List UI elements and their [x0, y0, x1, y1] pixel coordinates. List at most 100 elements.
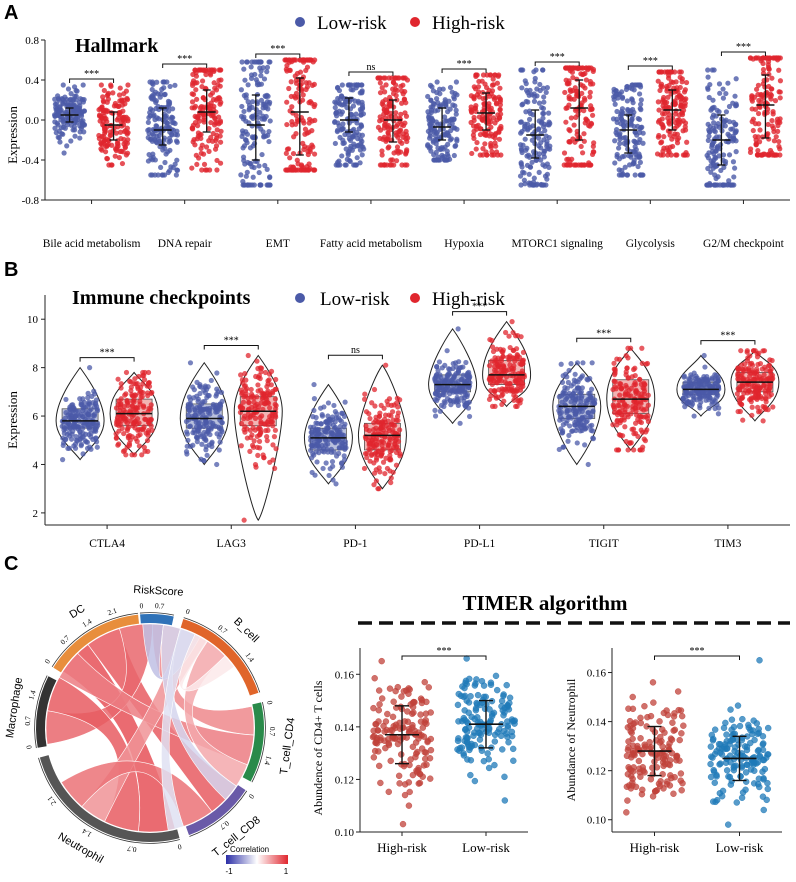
immune-point [256, 375, 261, 380]
cd4-point [410, 744, 416, 750]
hallmark-point [194, 74, 199, 79]
immune-point [381, 406, 386, 411]
immune-point [273, 402, 278, 407]
hallmark-point [590, 81, 595, 86]
hallmark-point [541, 148, 546, 153]
immune-point [309, 430, 314, 435]
immune-point [371, 432, 376, 437]
immune-point [702, 364, 707, 369]
hallmark-point [114, 103, 119, 108]
immune-point [613, 368, 618, 373]
immune-point [501, 347, 506, 352]
hallmark-point [582, 85, 587, 90]
hallmark-point [545, 161, 550, 166]
immune-point [510, 368, 515, 373]
immune-point [560, 445, 565, 450]
hallmark-point [210, 139, 215, 144]
immune-point [94, 404, 99, 409]
immune-point [63, 437, 68, 442]
hallmark-point [200, 78, 205, 83]
hallmark-point [526, 180, 531, 185]
immune-point [519, 334, 524, 339]
immune-point [197, 382, 202, 387]
hallmark-point [474, 146, 479, 151]
hallmark-point [203, 67, 208, 72]
timer-title: TIMER algorithm [462, 591, 628, 615]
hallmark-point [683, 127, 688, 132]
cd4-point [390, 714, 396, 720]
hallmark-point [488, 131, 493, 136]
hallmark-point [723, 159, 728, 164]
immune-point [714, 402, 719, 407]
immune-point [387, 468, 392, 473]
hallmark-point [252, 165, 257, 170]
hallmark-point [454, 127, 459, 132]
immune-point [269, 369, 274, 374]
immune-point [377, 414, 382, 419]
immune-point [77, 429, 82, 434]
hallmark-point [247, 106, 252, 111]
immune-point [501, 363, 506, 368]
immune-point [263, 428, 268, 433]
immune-point [633, 431, 638, 436]
hallmark-sig-label: *** [270, 44, 285, 55]
hallmark-point [431, 152, 436, 157]
hallmark-point [684, 140, 689, 145]
immune-point [395, 418, 400, 423]
cd4-point [420, 725, 426, 731]
hallmark-point [339, 153, 344, 158]
hallmark-point [620, 172, 625, 177]
hallmark-point [241, 145, 246, 150]
hallmark-xtick-label: Glycolysis [626, 238, 676, 250]
hallmark-ytick-label: 0.0 [25, 115, 39, 127]
immune-point [124, 398, 129, 403]
hallmark-point [60, 97, 65, 102]
immune-point [587, 376, 592, 381]
hallmark-point [706, 138, 711, 143]
immune-point [87, 365, 92, 370]
hallmark-point [661, 95, 666, 100]
immune-point [638, 399, 643, 404]
hallmark-point [201, 115, 206, 120]
immune-point [564, 421, 569, 426]
immune-point [381, 460, 386, 465]
hallmark-point [378, 114, 383, 119]
hallmark-point [443, 97, 448, 102]
hallmark-point [332, 120, 337, 125]
hallmark-point [524, 88, 529, 93]
hallmark-point [674, 152, 679, 157]
hallmark-point [445, 109, 450, 114]
immune-point [333, 425, 338, 430]
hallmark-point [216, 78, 221, 83]
hallmark-point [303, 87, 308, 92]
hallmark-xtick-label: Hypoxia [444, 238, 484, 250]
immune-title: Immune checkpoints [72, 287, 251, 309]
hallmark-point [355, 155, 360, 160]
hallmark-point [267, 175, 272, 180]
hallmark-point [301, 92, 306, 97]
immune-point [521, 350, 526, 355]
immune-point [631, 447, 636, 452]
hallmark-point [733, 122, 738, 127]
hallmark-point [528, 165, 533, 170]
hallmark-point [721, 96, 726, 101]
hallmark-point [294, 113, 299, 118]
cd4-point [459, 718, 465, 724]
immune-point [328, 466, 333, 471]
hallmark-point [522, 122, 527, 127]
hallmark-point [342, 140, 347, 145]
immune-point [564, 409, 569, 414]
hallmark-point [638, 82, 643, 87]
hallmark-point [250, 123, 255, 128]
hallmark-point [492, 120, 497, 125]
immune-point [557, 418, 562, 423]
immune-point [629, 386, 634, 391]
hallmark-point [79, 112, 84, 117]
hallmark-point [705, 182, 710, 187]
hallmark-point [706, 127, 711, 132]
immune-point [311, 382, 316, 387]
hallmark-point [381, 75, 386, 80]
hallmark-point [403, 100, 408, 105]
immune-point [507, 362, 512, 367]
hallmark-point [389, 162, 394, 167]
